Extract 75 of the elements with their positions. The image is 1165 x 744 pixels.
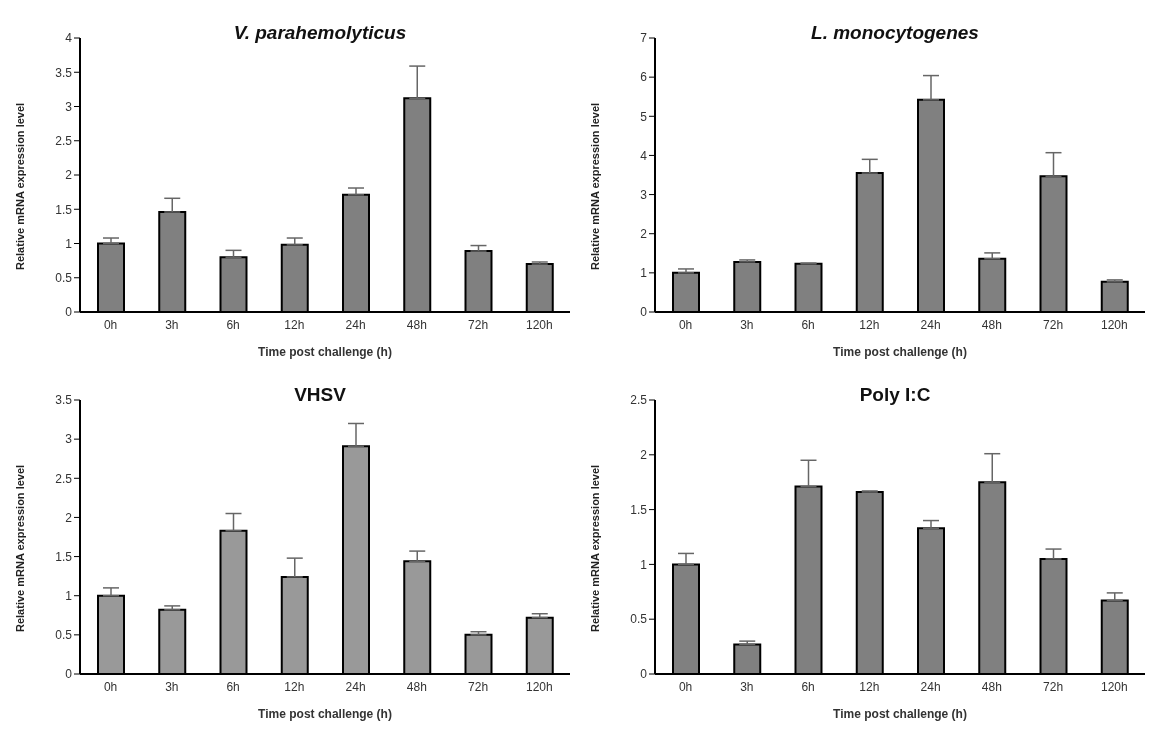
y-tick-label: 1.5 xyxy=(55,549,73,564)
x-tick-label: 24h xyxy=(920,679,941,694)
x-tick-label: 24h xyxy=(920,317,941,332)
y-tick-label: 3 xyxy=(640,187,648,202)
x-tick-label: 0h xyxy=(103,317,118,332)
y-tick-label: 2 xyxy=(640,448,648,463)
x-tick-label: 48h xyxy=(406,317,427,332)
x-tick-label: 0h xyxy=(678,679,693,694)
x-tick-label: 72h xyxy=(468,317,489,332)
y-axis-title: Relative mRNA expression level xyxy=(588,102,601,270)
y-tick-label: 4 xyxy=(65,31,73,46)
y-tick-label: 2 xyxy=(640,226,648,241)
x-tick-label: 12h xyxy=(284,317,305,332)
y-tick-label: 1.5 xyxy=(630,502,648,517)
x-axis-title: Time post challenge (h) xyxy=(833,345,967,359)
x-tick-label: 12h xyxy=(859,317,880,332)
x-tick-label: 120h xyxy=(1101,317,1128,332)
x-tick-label: 120h xyxy=(526,317,553,332)
x-tick-label: 3h xyxy=(165,679,179,694)
y-tick-label: 2 xyxy=(65,510,73,525)
x-tick-label: 12h xyxy=(859,679,880,694)
y-tick-label: 3 xyxy=(65,432,73,447)
x-tick-label: 6h xyxy=(801,679,815,694)
x-tick-label: 24h xyxy=(345,317,366,332)
y-tick-label: 0 xyxy=(65,305,73,320)
x-tick-label: 72h xyxy=(468,679,489,694)
y-tick-label: 7 xyxy=(640,31,648,46)
x-tick-label: 48h xyxy=(981,317,1002,332)
y-axis-title: Relative mRNA expression level xyxy=(588,464,601,632)
y-tick-label: 2.5 xyxy=(55,134,73,149)
x-tick-label: 0h xyxy=(103,679,118,694)
x-tick-label: 3h xyxy=(165,317,179,332)
y-tick-label: 2 xyxy=(65,168,73,183)
x-tick-label: 48h xyxy=(406,679,427,694)
y-tick-label: 0 xyxy=(640,305,648,320)
y-tick-label: 3.5 xyxy=(55,393,73,408)
x-tick-label: 24h xyxy=(345,679,366,694)
y-tick-label: 1.5 xyxy=(55,202,73,217)
y-tick-label: 0.5 xyxy=(55,271,73,286)
x-tick-label: 72h xyxy=(1043,317,1064,332)
y-tick-label: 2.5 xyxy=(55,471,73,486)
chart-title: VHSV xyxy=(294,384,346,405)
y-tick-label: 6 xyxy=(640,70,648,85)
x-tick-label: 120h xyxy=(526,679,553,694)
y-tick-label: 3 xyxy=(65,99,73,114)
y-tick-label: 5 xyxy=(640,109,648,124)
y-tick-label: 4 xyxy=(640,148,648,163)
y-axis-title: Relative mRNA expression level xyxy=(13,464,26,632)
x-tick-label: 6h xyxy=(226,679,240,694)
y-tick-label: 1 xyxy=(640,266,648,281)
y-tick-label: 1 xyxy=(640,557,648,572)
x-axis-title: Time post challenge (h) xyxy=(258,707,392,721)
x-tick-label: 48h xyxy=(981,679,1002,694)
x-tick-label: 3h xyxy=(740,679,754,694)
x-axis-title: Time post challenge (h) xyxy=(833,707,967,721)
chart-title: Poly I:C xyxy=(859,384,931,405)
y-tick-label: 0.5 xyxy=(630,612,648,627)
y-tick-label: 0.5 xyxy=(55,628,73,643)
y-tick-label: 2.5 xyxy=(630,393,648,408)
chart-title: V. parahemolyticus xyxy=(233,22,407,43)
x-tick-label: 12h xyxy=(284,679,305,694)
x-tick-label: 3h xyxy=(740,317,754,332)
y-axis-title: Relative mRNA expression level xyxy=(13,102,26,270)
x-tick-label: 120h xyxy=(1101,679,1128,694)
y-tick-label: 3.5 xyxy=(55,65,73,80)
chart-title: L. monocytogenes xyxy=(811,22,979,43)
y-tick-label: 1 xyxy=(65,588,73,603)
x-axis-title: Time post challenge (h) xyxy=(258,345,392,359)
x-tick-label: 6h xyxy=(801,317,815,332)
x-tick-label: 6h xyxy=(226,317,240,332)
y-tick-label: 0 xyxy=(640,667,648,682)
x-tick-label: 72h xyxy=(1043,679,1064,694)
y-tick-label: 0 xyxy=(65,667,73,682)
y-tick-label: 1 xyxy=(65,236,73,251)
x-tick-label: 0h xyxy=(678,317,693,332)
